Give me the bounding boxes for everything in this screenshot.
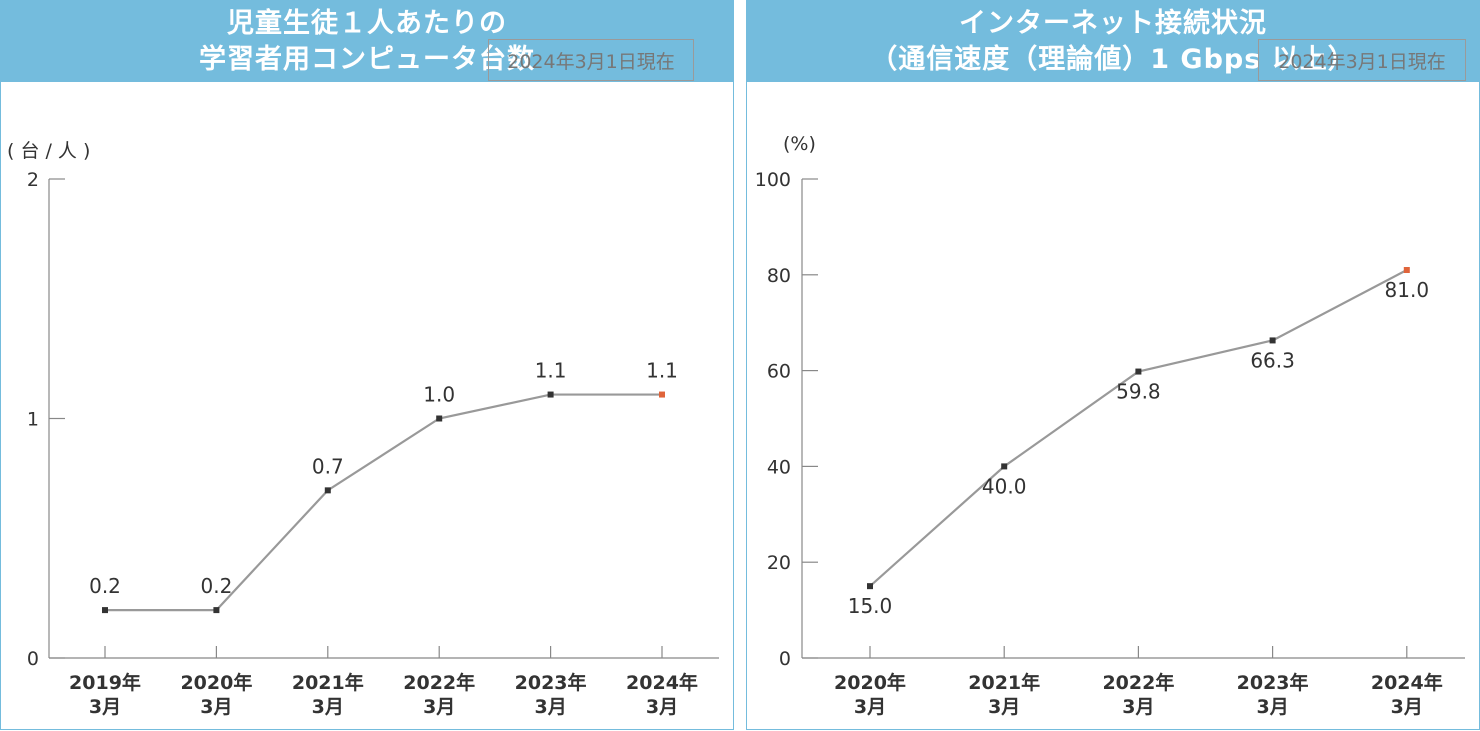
x-tick-label: 3月: [1256, 696, 1288, 718]
data-label: 1.1: [646, 359, 678, 383]
x-tick-label: 3月: [646, 696, 678, 718]
x-tick-label: 2023年: [515, 671, 587, 694]
data-point: [659, 391, 665, 398]
series-line: [869, 269, 1408, 587]
panel-header: インターネット接続状況 （通信速度（理論値）1 Gbps 以上）: [747, 1, 1479, 82]
x-tick-label: 2020年: [834, 671, 906, 694]
y-tick-label: 0: [27, 648, 39, 670]
data-point: [1403, 267, 1410, 274]
unit-label: ( 台 / 人 ): [7, 140, 91, 162]
data-label: 40.0: [982, 474, 1027, 498]
data-label: 1.1: [535, 359, 567, 383]
x-tick-label: 2021年: [968, 671, 1040, 694]
data-point: [1135, 368, 1142, 375]
chart-title-line-1: 児童生徒１人あたりの: [227, 7, 507, 39]
y-tick-label: 1: [27, 409, 39, 431]
y-tick-label: 0: [779, 648, 791, 670]
x-tick-label: 3月: [854, 696, 886, 718]
x-tick-label: 2022年: [1102, 671, 1174, 694]
x-tick-label: 2020年: [180, 671, 252, 694]
y-tick-label: 80: [767, 265, 791, 287]
data-point: [102, 607, 108, 614]
x-tick-label: 2023年: [1237, 671, 1309, 694]
chart-title-line-2: （通信速度（理論値）1 Gbps 以上）: [870, 43, 1356, 75]
y-tick-label: 100: [755, 169, 791, 191]
y-tick-label: 20: [767, 552, 791, 574]
x-tick-label: 2021年: [292, 671, 364, 694]
x-tick-label: 2024年: [1371, 671, 1443, 694]
unit-label: (%): [783, 133, 816, 155]
x-tick-label: 3月: [534, 696, 566, 718]
panel-internet-connection: インターネット接続状況 （通信速度（理論値）1 Gbps 以上） 2024年3月…: [746, 0, 1480, 730]
series-line: [105, 393, 662, 612]
x-tick-label: 3月: [89, 696, 121, 718]
x-tick-label: 3月: [423, 696, 455, 718]
x-tick-label: 3月: [1122, 696, 1154, 718]
x-tick-label: 2024年: [626, 671, 698, 694]
panel-computers-per-student: 児童生徒１人あたりの 学習者用コンピュータ台数 2024年3月1日現在 ( 台 …: [0, 0, 734, 730]
panel-header: 児童生徒１人あたりの 学習者用コンピュータ台数: [1, 1, 733, 82]
y-tick-label: 2: [27, 169, 39, 191]
data-point: [1001, 463, 1008, 470]
data-point: [324, 487, 331, 494]
data-point: [436, 415, 443, 422]
data-label: 0.7: [312, 454, 344, 478]
x-tick-label: 3月: [200, 696, 232, 718]
date-badge: 2024年3月1日現在: [488, 39, 694, 81]
line-chart: 0122019年3月2020年3月2021年3月2022年3月2023年3月20…: [27, 169, 719, 718]
data-label: 59.8: [1116, 380, 1161, 404]
data-point: [547, 391, 554, 398]
chart-title-line-1: インターネット接続状況: [959, 7, 1267, 39]
x-tick-label: 3月: [312, 696, 344, 718]
data-label: 15.0: [848, 594, 893, 618]
x-tick-label: 3月: [988, 696, 1020, 718]
x-tick-label: 2019年: [69, 671, 141, 694]
line-chart: 0204060801002020年3月2021年3月2022年3月2023年3月…: [755, 169, 1465, 718]
data-label: 81.0: [1385, 278, 1430, 302]
x-tick-label: 3月: [1391, 696, 1423, 718]
data-point: [1269, 337, 1276, 344]
data-label: 0.2: [200, 574, 232, 598]
chart-title-line-2: 学習者用コンピュータ台数: [199, 43, 535, 75]
x-tick-label: 2022年: [403, 671, 475, 694]
data-label: 0.2: [89, 574, 121, 598]
data-label: 66.3: [1250, 348, 1295, 372]
y-tick-label: 40: [767, 456, 791, 478]
data-point: [213, 607, 220, 614]
y-tick-label: 60: [767, 361, 791, 383]
date-badge: 2024年3月1日現在: [1258, 39, 1466, 81]
data-point: [867, 583, 873, 590]
data-label: 1.0: [423, 383, 455, 407]
